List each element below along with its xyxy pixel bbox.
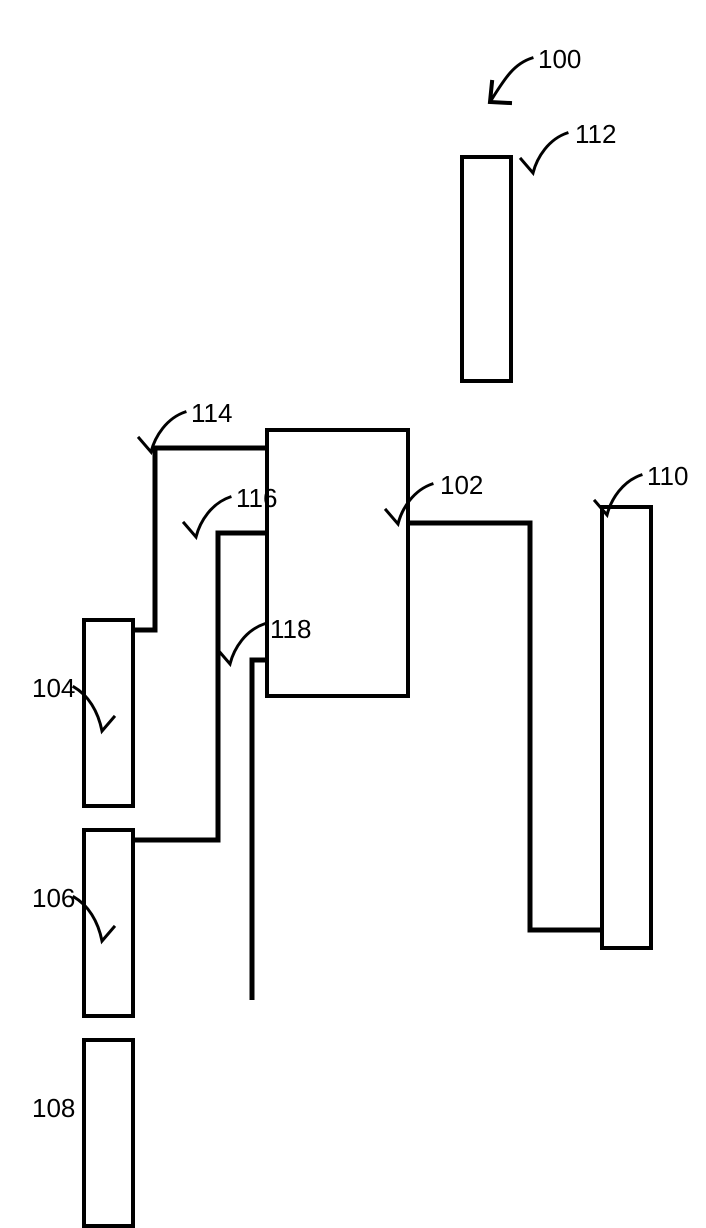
title-arrow-head [490,82,510,103]
ref-label-116: 116 [236,483,277,514]
block-108 [82,1038,135,1228]
ref-label-108: 108 [32,1093,75,1124]
diagram-canvas: 100112102110114116118104106108 [0,0,706,1000]
connector-116 [135,533,265,840]
figure-label-100: 100 [538,44,581,75]
leader-118 [218,624,264,664]
ref-label-106: 106 [32,883,75,914]
connector-102-110 [410,523,600,930]
leader-116 [184,497,230,537]
ref-label-118: 118 [270,614,311,645]
block-106 [82,828,135,1018]
ref-label-112: 112 [575,119,616,150]
ref-label-104: 104 [32,673,75,704]
leader-114 [139,412,185,452]
block-110 [600,505,653,950]
ref-label-114: 114 [191,398,232,429]
leader-112 [521,133,567,173]
block-112 [460,155,513,383]
block-104 [82,618,135,808]
title-arrow-shaft [490,58,532,102]
ref-label-102: 102 [440,470,483,501]
connector-118 [135,660,265,1000]
block-102 [265,428,410,698]
ref-label-110: 110 [647,461,688,492]
connector-114 [135,448,265,630]
